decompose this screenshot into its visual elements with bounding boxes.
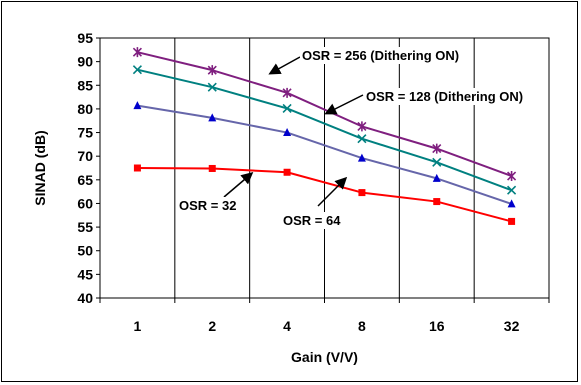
- annotation-label-background: [364, 88, 526, 105]
- x-tick-label: 4: [283, 318, 291, 334]
- series-line: [137, 104, 512, 205]
- data-point-marker: [507, 199, 516, 208]
- y-tick-label: 85: [77, 77, 93, 93]
- annotation-arrow: [317, 176, 348, 207]
- annotation-label: OSR = 256 (Dithering ON): [302, 48, 459, 63]
- data-point-marker: [357, 153, 366, 162]
- data-point-marker: [507, 185, 517, 195]
- data-point-marker: [207, 65, 217, 76]
- data-point-marker: [133, 164, 141, 172]
- data-point-marker: [432, 173, 441, 182]
- data-point-marker: [282, 87, 292, 98]
- annotation-label: OSR = 64: [283, 213, 341, 228]
- data-point-marker: [283, 128, 292, 137]
- annotation-arrow: [268, 56, 301, 75]
- y-axis-title: SINAD (dB): [32, 130, 48, 205]
- data-point-marker: [358, 189, 366, 197]
- annotation-arrow: [223, 172, 254, 198]
- data-point-marker: [432, 157, 442, 167]
- data-point-marker: [133, 101, 142, 110]
- y-tick-labels: 40 45 50 55 60 65 70 75 80 85 90 95: [77, 30, 93, 306]
- x-tick-labels: 1 2 4 8 16 32: [134, 318, 520, 334]
- x-tick-label: 32: [504, 318, 520, 334]
- data-point-marker: [357, 134, 367, 144]
- data-point-marker: [208, 164, 216, 172]
- annotation-label-background: [177, 197, 239, 214]
- data-point-marker: [433, 198, 441, 206]
- series-s128: [132, 65, 517, 195]
- data-point-marker: [282, 103, 292, 114]
- grid-layer: [96, 37, 550, 303]
- series-line: [137, 68, 512, 192]
- data-point-marker: [132, 47, 142, 58]
- annotation-label: OSR = 128 (Dithering ON): [366, 89, 523, 104]
- annotation-label: OSR = 32: [179, 198, 236, 213]
- series-line: [137, 167, 512, 223]
- data-point-marker: [208, 113, 217, 122]
- y-tick-label: 65: [77, 172, 93, 188]
- data-point-marker: [357, 121, 367, 132]
- x-tick-label: 2: [208, 318, 216, 334]
- series-s32: [133, 164, 516, 225]
- data-point-marker: [507, 171, 517, 182]
- data-point-marker: [207, 82, 217, 92]
- annotation-label-background: [300, 47, 462, 64]
- data-point-marker: [432, 143, 442, 154]
- y-tick-label: 55: [77, 219, 93, 235]
- y-tick-label: 90: [77, 54, 93, 70]
- y-tick-label: 60: [77, 195, 93, 211]
- x-axis-title: Gain (V/V): [291, 349, 358, 365]
- annotation-arrow: [324, 94, 364, 115]
- data-point-marker: [508, 217, 516, 225]
- data-point-marker: [132, 65, 142, 75]
- x-tick-label: 8: [358, 318, 366, 334]
- x-tick-label: 1: [134, 318, 142, 334]
- y-tick-label: 40: [77, 290, 93, 306]
- y-tick-label: 45: [77, 266, 93, 282]
- x-tick-label: 16: [429, 318, 445, 334]
- series-s64: [133, 101, 516, 208]
- data-point-marker: [283, 168, 291, 176]
- annotation-layer: OSR = 256 (Dithering ON) OSR = 128 (Dithe…: [177, 47, 526, 229]
- y-tick-label: 80: [77, 101, 93, 117]
- annotation-label-background: [281, 212, 344, 229]
- y-tick-label: 50: [77, 243, 93, 259]
- y-tick-label: 75: [77, 125, 93, 141]
- plot-area-border: [99, 37, 550, 299]
- y-tick-label: 95: [77, 30, 93, 46]
- y-tick-label: 70: [77, 148, 93, 164]
